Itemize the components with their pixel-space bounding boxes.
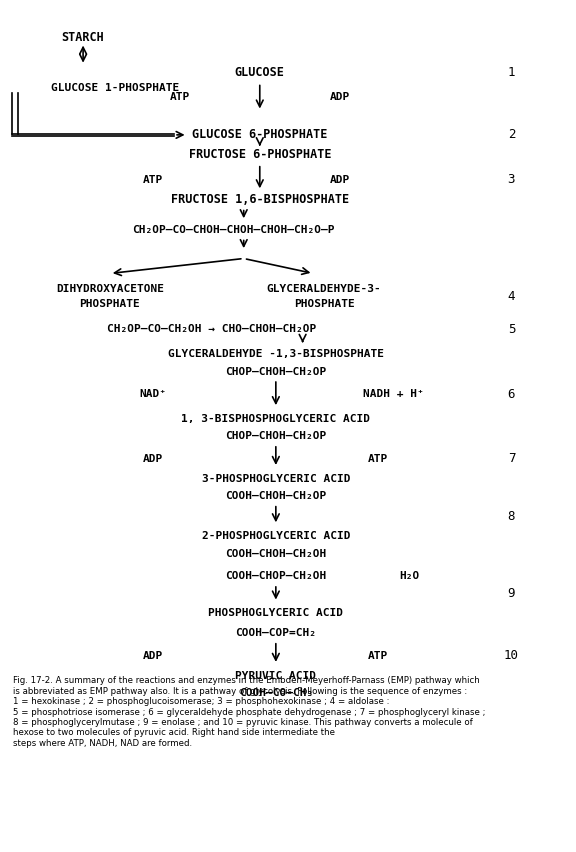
Text: 2-PHOSPHOGLYCERIC ACID: 2-PHOSPHOGLYCERIC ACID xyxy=(202,531,350,540)
Text: ATP: ATP xyxy=(367,453,388,463)
Text: ADP: ADP xyxy=(330,92,350,102)
Text: 7: 7 xyxy=(507,452,515,465)
Text: PHOSPHOGLYCERIC ACID: PHOSPHOGLYCERIC ACID xyxy=(209,607,343,618)
Text: STARCH: STARCH xyxy=(62,32,104,44)
Text: COOH–CHOH–CH₂OP: COOH–CHOH–CH₂OP xyxy=(225,491,327,501)
Text: 9: 9 xyxy=(507,586,515,599)
Text: GLUCOSE 6-PHOSPHATE: GLUCOSE 6-PHOSPHATE xyxy=(192,129,328,141)
Text: PHOSPHATE: PHOSPHATE xyxy=(294,299,354,309)
Text: ADP: ADP xyxy=(143,650,163,660)
Text: CHOP–CHOH–CH₂OP: CHOP–CHOH–CH₂OP xyxy=(225,431,327,441)
Text: GLUCOSE: GLUCOSE xyxy=(235,66,285,79)
Text: FRUCTOSE 6-PHOSPHATE: FRUCTOSE 6-PHOSPHATE xyxy=(188,148,331,161)
Text: COOH–CHOP–CH₂OH: COOH–CHOP–CH₂OH xyxy=(225,570,327,580)
Text: PHOSPHATE: PHOSPHATE xyxy=(79,299,140,309)
Text: COOH–CO–CH₃: COOH–CO–CH₃ xyxy=(238,688,313,698)
Text: COOH–COP=CH₂: COOH–COP=CH₂ xyxy=(236,628,316,637)
Text: 6: 6 xyxy=(507,387,515,400)
Text: COOH–CHOH–CH₂OH: COOH–CHOH–CH₂OH xyxy=(225,548,327,558)
Text: CH₂OP–CO–CH₂OH → CHO–CHOH–CH₂OP: CH₂OP–CO–CH₂OH → CHO–CHOH–CH₂OP xyxy=(107,324,316,334)
Text: H₂O: H₂O xyxy=(400,570,420,580)
Text: 3-PHOSPHOGLYCERIC ACID: 3-PHOSPHOGLYCERIC ACID xyxy=(202,474,350,483)
Text: 1: 1 xyxy=(507,66,515,79)
Text: 8: 8 xyxy=(507,509,515,522)
Text: DIHYDROXYACETONE: DIHYDROXYACETONE xyxy=(56,284,164,294)
Text: GLYCERALDEHYDE -1,3-BISPHOSPHATE: GLYCERALDEHYDE -1,3-BISPHOSPHATE xyxy=(168,348,384,359)
Text: ATP: ATP xyxy=(169,92,190,102)
Text: ADP: ADP xyxy=(143,453,163,463)
Text: ATP: ATP xyxy=(143,175,163,185)
Text: 2: 2 xyxy=(507,129,515,141)
Text: GLYCERALDEHYDE-3-: GLYCERALDEHYDE-3- xyxy=(267,284,381,294)
Text: 4: 4 xyxy=(507,290,515,303)
Text: 10: 10 xyxy=(504,648,519,661)
Text: NADH + H⁺: NADH + H⁺ xyxy=(363,389,424,399)
Text: GLUCOSE 1-PHOSPHATE: GLUCOSE 1-PHOSPHATE xyxy=(51,83,179,92)
Text: FRUCTOSE 1,6-BISPHOSPHATE: FRUCTOSE 1,6-BISPHOSPHATE xyxy=(170,193,349,206)
Text: CH₂OP–CO–CHOH–CHOH–CHOH–CH₂O–P: CH₂OP–CO–CHOH–CHOH–CHOH–CH₂O–P xyxy=(132,224,334,234)
Text: 5: 5 xyxy=(507,322,515,336)
Text: 3: 3 xyxy=(507,173,515,186)
Text: Fig. 17-2. A summary of the reactions and enzymes in the Embden-Meyerhoff-Parnas: Fig. 17-2. A summary of the reactions an… xyxy=(13,676,486,747)
Text: ADP: ADP xyxy=(330,175,350,185)
Text: ATP: ATP xyxy=(367,650,388,660)
Text: CHOP–CHOH–CH₂OP: CHOP–CHOH–CH₂OP xyxy=(225,366,327,377)
Text: PYRUVIC ACID: PYRUVIC ACID xyxy=(236,670,316,680)
Text: NAD⁺: NAD⁺ xyxy=(139,389,166,399)
Text: 1, 3-BISPHOSPHOGLYCERIC ACID: 1, 3-BISPHOSPHOGLYCERIC ACID xyxy=(181,413,370,423)
